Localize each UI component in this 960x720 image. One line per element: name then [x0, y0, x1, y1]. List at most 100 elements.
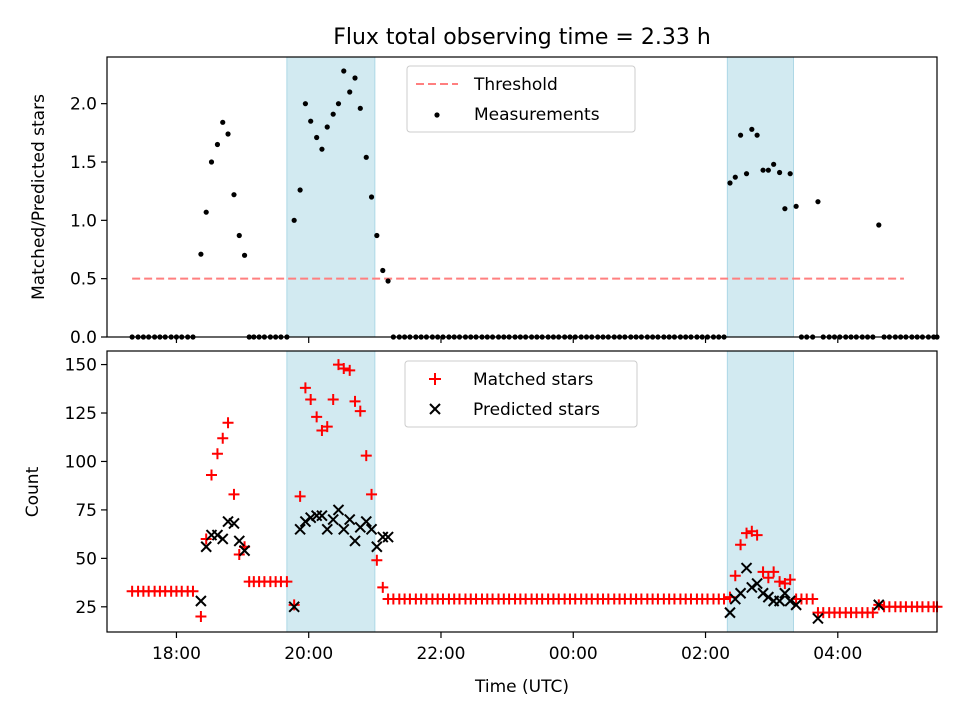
predicted-star-point	[332, 504, 345, 516]
top-y-axis-label: Matched/Predicted stars	[29, 94, 49, 300]
measurement-point	[341, 68, 347, 74]
matched-star-point	[299, 382, 311, 394]
xtick-label: 04:00	[813, 644, 862, 664]
bottom-ytick-label: 125	[65, 404, 97, 424]
predicted-star-point	[233, 535, 245, 547]
measurement-point	[352, 75, 358, 81]
measurement-point	[787, 171, 793, 177]
matched-star-point	[757, 566, 769, 578]
measurement-point	[737, 132, 744, 138]
measurement-point	[380, 267, 386, 274]
measurement-point	[754, 132, 760, 138]
matched-star-point	[718, 593, 730, 605]
predicted-star-point	[238, 544, 251, 557]
measurement-point	[749, 126, 755, 132]
measurement-point	[776, 169, 783, 176]
top-legend-box	[406, 65, 636, 133]
predicted-star-point	[327, 513, 339, 526]
predicted-star-point	[288, 601, 300, 613]
predicted-star-point	[195, 595, 207, 607]
matched-star-point	[228, 488, 240, 500]
matched-star-point	[762, 572, 774, 584]
xtick-label: 00:00	[549, 644, 598, 664]
xtick-label: 02:00	[681, 644, 730, 664]
predicted-star-point	[349, 535, 361, 547]
measurement-point	[765, 167, 771, 173]
measurement-point	[291, 217, 297, 223]
matched-star-point	[371, 554, 383, 566]
measurement-point	[231, 192, 237, 198]
predicted-star-point	[757, 587, 769, 599]
bottom-ytick-label: 50	[75, 549, 97, 569]
measurement-point	[782, 206, 788, 212]
bottom-ytick-label: 75	[75, 501, 97, 521]
matched-star-point	[327, 393, 339, 405]
bottom-ytick-label: 100	[65, 452, 97, 472]
top-ytick-label: 0.0	[70, 328, 97, 348]
measurement-point	[815, 199, 821, 205]
measurement-point	[727, 180, 733, 186]
matched-star-point	[774, 576, 786, 588]
top-legend: Threshold Measurements	[406, 65, 636, 133]
measurement-point	[208, 159, 215, 165]
bottom-legend: Matched stars Predicted stars	[404, 360, 638, 428]
measurement-point	[347, 89, 353, 95]
matched-star-point	[281, 576, 293, 588]
matched-star-point	[768, 566, 780, 578]
predicted-star-point	[382, 531, 394, 543]
predicted-star-point	[294, 523, 306, 535]
observing-window-1	[286, 350, 376, 633]
measurement-point	[314, 134, 320, 141]
matched-star-point	[305, 393, 317, 405]
matched-star-point	[354, 405, 366, 417]
legend-predicted-swatch	[429, 403, 441, 415]
legend-matched-swatch	[429, 373, 441, 385]
matched-star-point	[349, 395, 361, 407]
predicted-star-point	[746, 581, 758, 594]
matched-star-point	[200, 533, 212, 545]
predicted-star-point	[299, 515, 312, 528]
predicted-star-point	[371, 541, 383, 553]
top-ytick-label: 1.5	[70, 153, 97, 173]
matched-star-point	[211, 448, 223, 460]
predicted-star-point	[316, 510, 328, 522]
predicted-star-point	[790, 599, 802, 611]
measurement-point	[297, 187, 303, 193]
measurement-point	[368, 194, 375, 200]
predicted-star-point	[779, 587, 791, 599]
matched-star-point	[321, 421, 333, 433]
top-ytick-label: 1.0	[70, 211, 97, 231]
predicted-star-point	[734, 587, 747, 599]
legend-measurements-label: Measurements	[474, 105, 600, 125]
predicted-star-point	[751, 577, 763, 590]
measurement-point	[793, 203, 799, 209]
measurement-point	[335, 101, 342, 107]
predicted-star-point	[365, 523, 378, 535]
xtick-label: 22:00	[416, 644, 465, 664]
legend-predicted-label: Predicted stars	[473, 400, 600, 420]
observing-window-2	[726, 56, 794, 338]
matched-star-point	[366, 488, 378, 500]
measurement-point	[214, 141, 221, 148]
predicted-star-point	[200, 541, 212, 553]
measurement-point	[308, 118, 314, 124]
measurement-point	[771, 161, 777, 167]
x-axis-label: Time (UTC)	[474, 677, 569, 697]
matched-star-point	[294, 490, 306, 502]
bottom-y-axis-label: Count	[23, 466, 43, 517]
predicted-star-point	[360, 515, 372, 528]
measurement-point	[302, 101, 309, 107]
measurement-point	[203, 209, 209, 215]
measurement-point	[225, 131, 231, 137]
bottom-ytick-label: 25	[75, 598, 97, 618]
legend-threshold-label: Threshold	[473, 75, 558, 95]
measurement-point	[743, 171, 750, 177]
measurement-point	[357, 105, 363, 111]
top-ytick-label: 0.5	[70, 270, 97, 290]
predicted-star-point	[784, 595, 796, 607]
matched-star-point	[807, 593, 819, 605]
measurement-point	[241, 252, 248, 258]
xtick-label: 18:00	[152, 644, 201, 664]
predicted-star-point	[321, 523, 333, 535]
measurement-point	[374, 232, 380, 239]
